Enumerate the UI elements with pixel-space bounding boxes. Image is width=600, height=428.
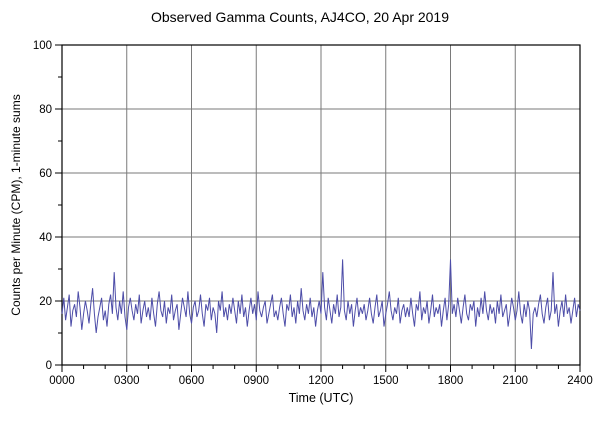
y-tick-label: 0	[46, 360, 52, 372]
gamma-counts-series	[61, 259, 581, 350]
chart-title: Observed Gamma Counts, AJ4CO, 20 Apr 201…	[150, 9, 450, 25]
x-tick-label: 2100	[502, 375, 528, 387]
y-tick-label: 20	[39, 296, 52, 308]
y-tick-label: 60	[39, 168, 52, 180]
y-tick-label: 100	[33, 40, 52, 52]
x-axis-title: Time (UTC)	[288, 391, 354, 405]
x-tick-label: 0900	[243, 375, 269, 387]
x-tick-label: 0600	[179, 375, 205, 387]
x-tick-label: 2400	[567, 375, 593, 387]
x-tick-label: 1800	[438, 375, 464, 387]
x-tick-label: 1500	[373, 375, 399, 387]
axis-layer	[55, 44, 581, 372]
x-tick-label: 0000	[49, 375, 75, 387]
x-tick-label: 0300	[114, 375, 140, 387]
tick-label-layer: 0000 0300 0600 0900 1200 1500 1800 2100 2400 0 20 4…	[33, 40, 593, 387]
y-tick-label: 40	[39, 232, 52, 244]
y-tick-label: 80	[39, 104, 52, 116]
x-tick-label: 1200	[308, 375, 334, 387]
